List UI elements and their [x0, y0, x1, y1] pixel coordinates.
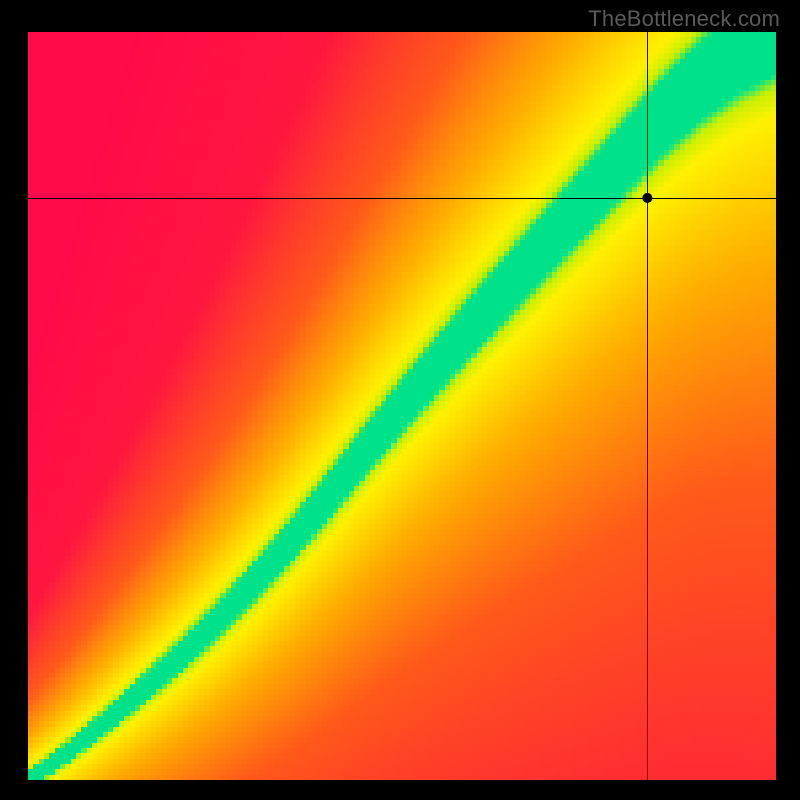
- watermark-text: TheBottleneck.com: [588, 6, 780, 32]
- bottleneck-heatmap: [28, 32, 776, 780]
- chart-container: TheBottleneck.com: [0, 0, 800, 800]
